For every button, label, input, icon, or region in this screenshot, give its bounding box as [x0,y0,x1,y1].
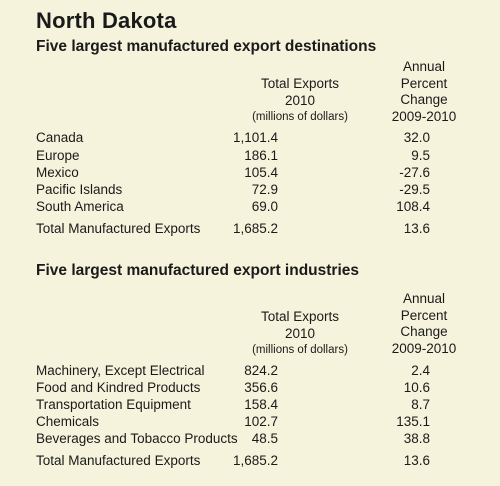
row-change: 9.5 [411,148,430,163]
table-row: Machinery, Except Electrical 824.2 2.4 [36,362,476,380]
header-line: Annual [402,291,446,306]
row-total: 102.7 [244,414,278,429]
header-line: 2009-2010 [391,340,457,356]
destinations-total-header: Total Exports 2010 (millions of dollars) [240,76,360,126]
industries-change-header: Annual Percent Change 2009-2010 [378,291,470,357]
row-name: Transportation Equipment [36,397,191,412]
table-row: Transportation Equipment 158.4 8.7 [36,396,476,414]
header-line: Annual [402,59,446,74]
row-change: -27.6 [399,165,430,180]
header-line: Change [400,324,448,339]
header-units: (millions of dollars) [252,344,348,356]
row-name: Chemicals [36,414,100,429]
row-change: 8.7 [411,397,430,412]
row-change: 108.4 [396,199,430,214]
row-change: 135.1 [396,414,430,429]
row-name: Food and Kindred Products [36,380,201,395]
row-change: 32.0 [403,130,430,145]
row-total: 824.2 [244,363,278,378]
table-row: Pacific Islands 72.9 -29.5 [36,181,476,199]
row-total: 186.1 [244,148,278,163]
row-total: 356.6 [244,380,278,395]
row-change: 2.4 [411,363,430,378]
header-units: (millions of dollars) [252,111,348,123]
row-name: Machinery, Except Electrical [36,363,205,378]
row-name: Pacific Islands [36,182,123,197]
table-row: Chemicals 102.7 135.1 [36,413,476,431]
table-row: South America 69.0 108.4 [36,198,476,216]
table-row: Food and Kindred Products 356.6 10.6 [36,379,476,397]
row-name: Beverages and Tobacco Products [36,431,238,446]
row-name: Canada [36,130,84,145]
row-name: Europe [36,148,80,163]
header-line: 2010 [284,325,316,341]
row-name: Total Manufactured Exports [36,221,201,236]
row-change: 38.8 [403,431,430,446]
header-line: Percent [400,75,448,91]
industries-heading: Five largest manufactured export industr… [36,262,360,279]
row-total: 72.9 [251,182,278,197]
row-total: 1,685.2 [232,453,278,468]
destinations-heading: Five largest manufactured export destina… [36,38,377,55]
row-change: -29.5 [399,182,430,197]
header-line: Percent [400,307,448,323]
row-change: 10.6 [403,380,430,395]
page-title: North Dakota [36,8,177,33]
total-row: Total Manufactured Exports 1,685.2 13.6 [36,452,476,470]
row-total: 1,101.4 [232,130,278,145]
row-name: Mexico [36,165,79,180]
row-total: 48.5 [251,431,278,446]
row-total: 158.4 [244,397,278,412]
industries-total-header: Total Exports 2010 (millions of dollars) [240,309,360,359]
table-row: Canada 1,101.4 32.0 [36,129,476,147]
destinations-change-header: Annual Percent Change 2009-2010 [378,59,470,125]
header-line: 2009-2010 [391,108,457,124]
row-total: 69.0 [251,199,278,214]
row-change: 13.6 [403,453,430,468]
header-line: Total Exports [260,309,340,324]
row-name: South America [36,199,124,214]
total-row: Total Manufactured Exports 1,685.2 13.6 [36,220,476,238]
table-row: Beverages and Tobacco Products 48.5 38.8 [36,430,476,448]
row-total: 1,685.2 [232,221,278,236]
header-line: 2010 [284,92,316,108]
table-row: Mexico 105.4 -27.6 [36,164,476,182]
row-change: 13.6 [403,221,430,236]
header-line: Total Exports [260,76,340,91]
row-total: 105.4 [244,165,278,180]
row-name: Total Manufactured Exports [36,453,201,468]
header-line: Change [400,92,448,107]
table-row: Europe 186.1 9.5 [36,147,476,165]
